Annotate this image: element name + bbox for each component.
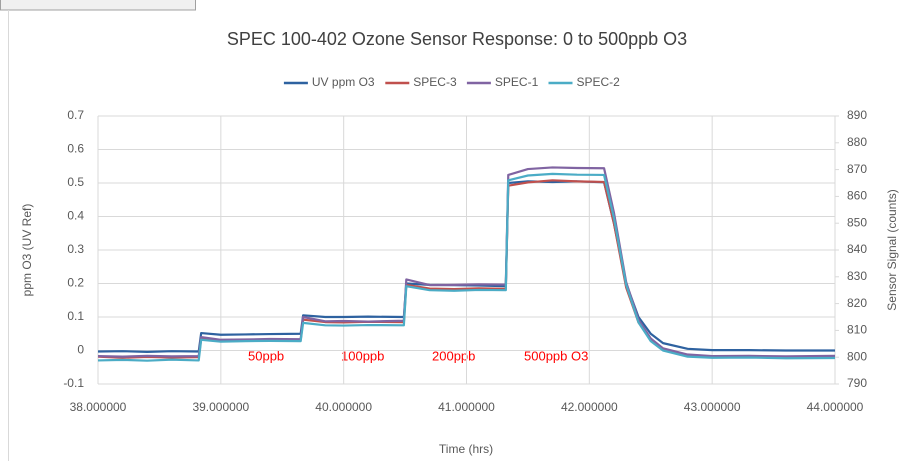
y2-tick-label: 810 [847,323,867,337]
y2-tick-label: 830 [847,269,867,283]
y2-tick-label: 840 [847,242,867,256]
legend-label: SPEC-2 [577,75,621,89]
annotation: 50ppb [248,348,284,363]
annotation: 500ppb O3 [524,348,588,363]
y2-tick-label: 880 [847,135,867,149]
y-tick-label: 0.6 [67,142,84,156]
y2-tick-label: 790 [847,376,867,390]
y-tick-label: 0.5 [67,175,84,189]
y2-tick-label: 850 [847,215,867,229]
y-tick-label: 0 [77,343,84,357]
y2-tick-label: 800 [847,349,867,363]
legend-label: SPEC-1 [495,75,539,89]
x-tick-label: 43.000000 [684,400,741,414]
y-tick-label: -0.1 [63,376,84,390]
legend-label: SPEC-3 [413,75,457,89]
x-tick-label: 39.000000 [192,400,249,414]
y2-tick-label: 860 [847,189,867,203]
y-tick-label: 0.7 [67,108,84,122]
x-tick-label: 44.000000 [807,400,864,414]
toolbar-box [0,0,196,11]
annotation: 100ppb [341,348,384,363]
chart-title: SPEC 100-402 Ozone Sensor Response: 0 to… [227,29,687,49]
series-line [97,166,836,358]
y-tick-label: 0.4 [67,209,84,223]
y2-axis-label: Sensor Signal (counts) [885,189,899,310]
x-tick-label: 42.000000 [561,400,618,414]
x-tick-label: 38.000000 [70,400,127,414]
y2-tick-label: 870 [847,162,867,176]
x-tick-label: 40.000000 [315,400,372,414]
x-axis-label: Time (hrs) [439,442,493,456]
y-axis-label: ppm O3 (UV Ref) [20,204,34,297]
y-tick-label: 0.1 [67,309,84,323]
x-tick-label: 41.000000 [438,400,495,414]
y2-tick-label: 890 [847,108,867,122]
y2-tick-label: 820 [847,296,867,310]
y-tick-label: 0.3 [67,242,84,256]
y-tick-label: 0.2 [67,276,84,290]
series-line [97,172,836,362]
annotation: 200ppb [432,348,475,363]
legend-label: UV ppm O3 [312,75,375,89]
